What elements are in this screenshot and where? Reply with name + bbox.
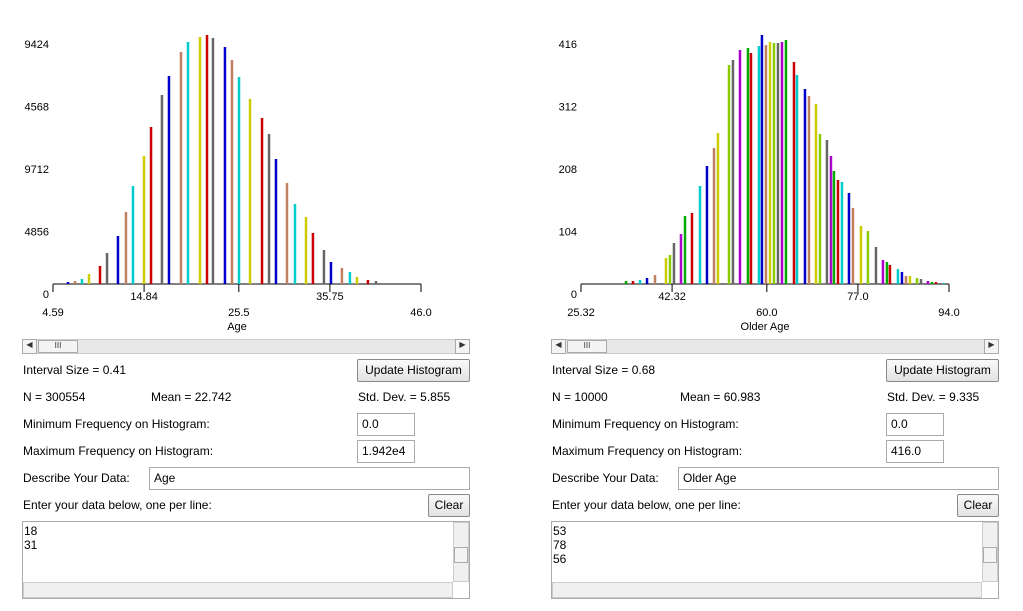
horizontal-scrollbar[interactable] — [22, 339, 470, 354]
scroll-left[interactable]: ◀ — [22, 339, 37, 354]
scroll-thumb[interactable]: III — [38, 340, 78, 353]
y-tick-label: 104 — [559, 226, 577, 238]
scroll-right[interactable]: ▶ — [455, 339, 470, 354]
x-tick-label: 14.84 — [130, 291, 158, 303]
min-frequency-label: Minimum Frequency on Histogram: — [23, 417, 210, 431]
max-frequency-input[interactable]: 1.942e4 — [357, 440, 415, 463]
y-tick-label: 4856 — [25, 226, 49, 238]
min-frequency-input[interactable]: 0.0 — [886, 413, 944, 436]
enter-data-label: Enter your data below, one per line: — [552, 498, 741, 512]
scroll-left[interactable]: ◀ — [551, 339, 566, 354]
min-frequency-input[interactable]: 0.0 — [357, 413, 415, 436]
textarea-hscroll[interactable] — [23, 582, 453, 598]
describe-label: Describe Your Data: — [552, 471, 659, 485]
describe-label: Describe Your Data: — [23, 471, 130, 485]
std-dev: Std. Dev. = 9.335 — [887, 390, 980, 404]
x-tick-label: 42.32 — [658, 291, 686, 303]
describe-input[interactable]: Age — [149, 467, 470, 490]
x-tick-label: 25.32 — [567, 307, 595, 319]
interval-size: Interval Size = 0.68 — [552, 363, 656, 377]
enter-data-label: Enter your data below, one per line: — [23, 498, 212, 512]
update-histogram-button[interactable]: Update Histogram — [886, 359, 999, 382]
std-dev: Std. Dev. = 5.855 — [358, 390, 451, 404]
x-axis-label: Older Age — [741, 321, 790, 333]
min-frequency-label: Minimum Frequency on Histogram: — [552, 417, 739, 431]
x-tick-label: 94.0 — [938, 307, 959, 319]
y-tick-label: 0 — [571, 289, 577, 301]
scroll-right[interactable]: ▶ — [984, 339, 999, 354]
y-tick-label: 312 — [559, 101, 577, 113]
data-line: 31 — [24, 538, 38, 552]
charts: 0 4856 9712 4568 9424 4.59 14.84 25.5 35.75 46.0 A… — [25, 34, 960, 333]
max-frequency-label: Maximum Frequency on Histogram: — [552, 444, 743, 458]
y-tick-label: 9424 — [25, 39, 49, 51]
x-tick-label: 60.0 — [756, 307, 777, 319]
data-line: 18 — [24, 524, 38, 538]
x-tick-label: 35.75 — [316, 291, 344, 303]
update-histogram-button[interactable]: Update Histogram — [357, 359, 470, 382]
n-count: N = 10000 — [552, 390, 608, 404]
y-tick-label: 208 — [559, 164, 577, 176]
x-axis-label: Age — [227, 321, 247, 333]
x-tick-label: 25.5 — [228, 307, 249, 319]
x-tick-label: 77.0 — [847, 291, 868, 303]
mean: Mean = 60.983 — [680, 390, 761, 404]
x-tick-label: 4.59 — [42, 307, 63, 319]
x-tick-label: 46.0 — [410, 307, 431, 319]
y-tick-label: 416 — [559, 39, 577, 51]
horizontal-scrollbar[interactable] — [551, 339, 999, 354]
textarea-hscroll[interactable] — [552, 582, 982, 598]
data-line: 56 — [553, 552, 567, 566]
interval-size: Interval Size = 0.41 — [23, 363, 127, 377]
textarea-vthumb[interactable] — [983, 547, 997, 563]
max-frequency-label: Maximum Frequency on Histogram: — [23, 444, 214, 458]
textarea-vthumb[interactable] — [454, 547, 468, 563]
max-frequency-input[interactable]: 416.0 — [886, 440, 944, 463]
y-tick-label: 4568 — [25, 101, 49, 113]
clear-button[interactable]: Clear — [957, 494, 999, 517]
scroll-thumb[interactable]: III — [567, 340, 607, 353]
data-line: 53 — [553, 524, 567, 538]
clear-button[interactable]: Clear — [428, 494, 470, 517]
y-tick-label: 9712 — [25, 164, 49, 176]
y-tick-label: 0 — [43, 289, 49, 301]
data-line: 78 — [553, 538, 567, 552]
describe-input[interactable]: Older Age — [678, 467, 999, 490]
mean: Mean = 22.742 — [151, 390, 232, 404]
n-count: N = 300554 — [23, 390, 86, 404]
